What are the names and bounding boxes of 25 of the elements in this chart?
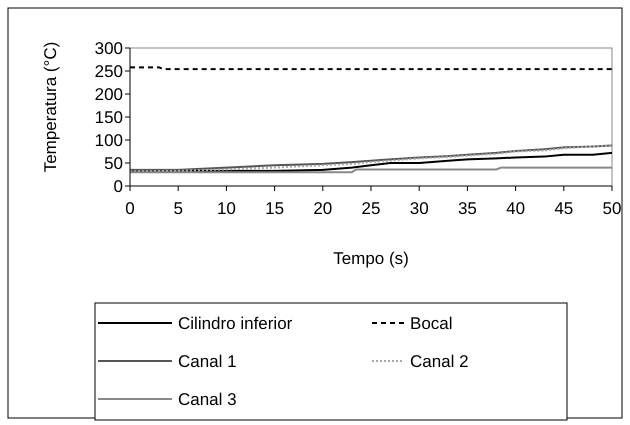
y-tick-label: 50 <box>104 154 123 173</box>
legend-label: Canal 1 <box>178 352 237 371</box>
x-tick-label: 20 <box>313 199 332 218</box>
legend-label: Canal 2 <box>410 352 469 371</box>
x-tick-label: 5 <box>173 199 183 218</box>
y-tick-label: 100 <box>94 130 123 150</box>
x-tick-label: 30 <box>410 199 429 218</box>
y-tick-label: 250 <box>94 62 123 81</box>
x-tick-label: 45 <box>554 199 574 218</box>
legend-label: Cilindro inferior <box>178 314 293 333</box>
legend-label: Canal 3 <box>178 390 237 409</box>
x-tick-label: 25 <box>362 199 380 218</box>
y-tick-label: 300 <box>94 38 123 58</box>
y-tick-label: 200 <box>94 84 123 104</box>
x-tick-label: 35 <box>458 199 477 218</box>
x-axis-title: Tempo (s) <box>333 249 409 268</box>
x-tick-label: 15 <box>265 199 284 218</box>
y-tick-label: 150 <box>94 108 123 127</box>
y-axis-title: Temperatura (°C) <box>41 42 60 172</box>
x-tick-label: 0 <box>125 199 135 218</box>
x-tick-label: 10 <box>216 199 236 218</box>
legend-label: Bocal <box>410 314 453 333</box>
x-tick-label: 40 <box>506 199 526 218</box>
y-tick-label: 0 <box>114 176 123 196</box>
x-tick-label: 50 <box>602 199 622 218</box>
